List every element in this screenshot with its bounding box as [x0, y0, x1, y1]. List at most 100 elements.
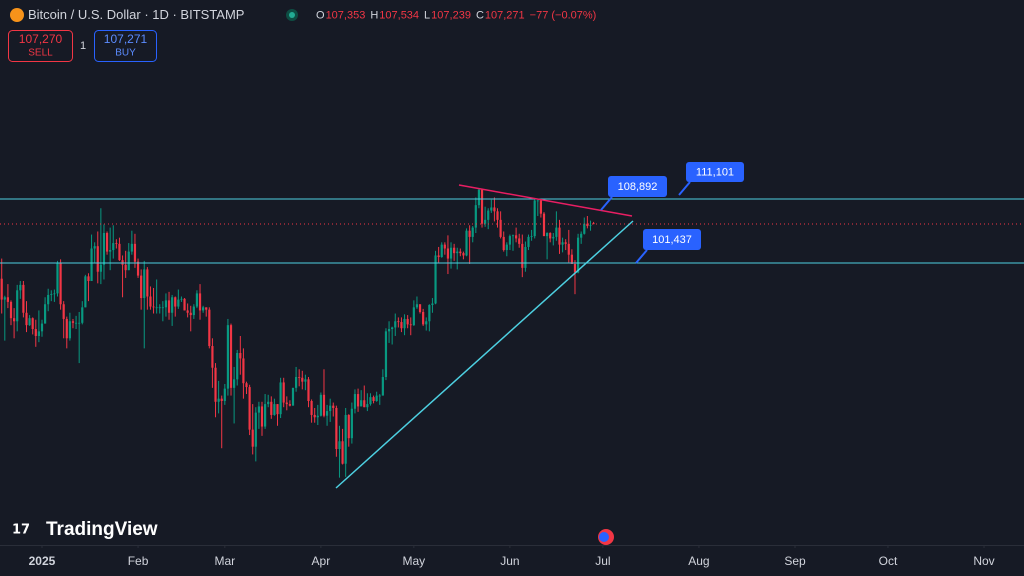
- candle-body: [505, 244, 508, 251]
- candle-body: [121, 260, 124, 265]
- candle-body: [391, 327, 394, 330]
- candle-body: [443, 244, 446, 249]
- candle-body: [493, 207, 496, 212]
- candle-body: [217, 398, 220, 402]
- candle-body: [375, 395, 378, 402]
- candle-body: [474, 205, 477, 228]
- candle-body: [133, 243, 137, 262]
- candle-body: [524, 246, 527, 268]
- buy-button[interactable]: [94, 30, 157, 62]
- candle-body: [586, 223, 589, 227]
- candle-body: [96, 246, 99, 272]
- x-tick-label: 2025: [29, 554, 56, 568]
- candle-body: [16, 290, 19, 322]
- candle-body: [0, 278, 3, 300]
- candle-body: [202, 307, 205, 311]
- candle-body: [304, 379, 307, 382]
- candle-body: [518, 238, 521, 244]
- candle-body: [499, 219, 502, 237]
- candle-body: [508, 236, 512, 245]
- candle-body: [192, 306, 195, 316]
- candle-body: [555, 227, 558, 237]
- ohlc-key: O: [316, 9, 325, 21]
- candle-body: [248, 387, 251, 430]
- candle-body: [236, 353, 239, 380]
- candle-body: [50, 294, 53, 295]
- candle-body: [186, 310, 189, 313]
- candle-body: [251, 429, 254, 447]
- ohlc-key: C: [476, 9, 484, 21]
- candle-body: [530, 236, 533, 237]
- candle-body: [6, 297, 10, 302]
- candle-body: [164, 300, 168, 308]
- x-tick-label: Mar: [214, 554, 235, 568]
- candle-body: [415, 304, 419, 308]
- candle-body: [434, 255, 437, 304]
- candle-body: [298, 377, 301, 378]
- candle-body: [34, 329, 37, 336]
- callout: 108,892: [600, 176, 667, 211]
- candle-body: [282, 382, 285, 403]
- sell-button[interactable]: [8, 30, 73, 62]
- candle-body: [549, 233, 552, 239]
- x-tick-label: Sep: [784, 554, 806, 568]
- candle-body: [418, 304, 422, 312]
- ohlc-key: L: [424, 9, 430, 21]
- candle-body: [112, 243, 115, 251]
- candle-body: [239, 353, 242, 359]
- candle-body: [12, 318, 16, 322]
- candle-body: [56, 263, 59, 294]
- candle-body: [453, 247, 456, 254]
- callout-label: 101,437: [652, 234, 692, 246]
- candle-body: [127, 251, 130, 271]
- candle-body: [267, 401, 270, 405]
- candle-body: [313, 414, 316, 418]
- sell-price: 107,270: [19, 32, 63, 46]
- candle-body: [449, 247, 453, 259]
- candle-body: [412, 307, 415, 326]
- sell-label: SELL: [28, 48, 53, 59]
- candle-body: [9, 301, 13, 319]
- candle-body: [105, 233, 109, 252]
- candle-body: [344, 414, 347, 464]
- candle-body: [260, 406, 264, 427]
- candle-body: [496, 211, 499, 220]
- candle-body: [71, 321, 75, 323]
- ohlc-value: 107,534: [379, 9, 419, 21]
- candle-body: [409, 324, 412, 326]
- candle-body: [285, 402, 288, 405]
- candle-body: [99, 264, 102, 272]
- candle-body: [87, 276, 90, 282]
- candle-body: [205, 307, 208, 310]
- candle-body: [573, 263, 577, 273]
- candle-body: [366, 404, 369, 408]
- candle-body: [254, 412, 257, 447]
- candle-body: [307, 379, 310, 402]
- candle-body: [583, 223, 586, 234]
- candle-body: [291, 387, 295, 406]
- candle-body: [211, 346, 214, 368]
- candle-body: [384, 331, 388, 378]
- ohlc-values: O 107,353 H 107,534 L 107,239 C 107,271 −77 (−0.…: [316, 9, 596, 21]
- candle-body: [233, 379, 236, 388]
- candle-body: [226, 325, 230, 389]
- candle-body: [561, 242, 564, 245]
- candle-body: [43, 304, 47, 324]
- candle-body: [81, 307, 84, 323]
- x-tick-label: Aug: [688, 554, 709, 568]
- candle-body: [329, 405, 332, 412]
- candle-body: [47, 294, 50, 305]
- x-tick-label: May: [403, 554, 426, 568]
- candle-body: [564, 242, 567, 244]
- candle-body: [580, 233, 583, 238]
- status-dot: [289, 12, 295, 18]
- candle-body: [90, 248, 93, 282]
- candle-body: [542, 213, 546, 237]
- candle-body: [25, 312, 28, 326]
- candle-body: [369, 397, 372, 405]
- candle-body: [422, 311, 425, 325]
- candle-body: [521, 243, 524, 268]
- candle-body: [487, 210, 490, 220]
